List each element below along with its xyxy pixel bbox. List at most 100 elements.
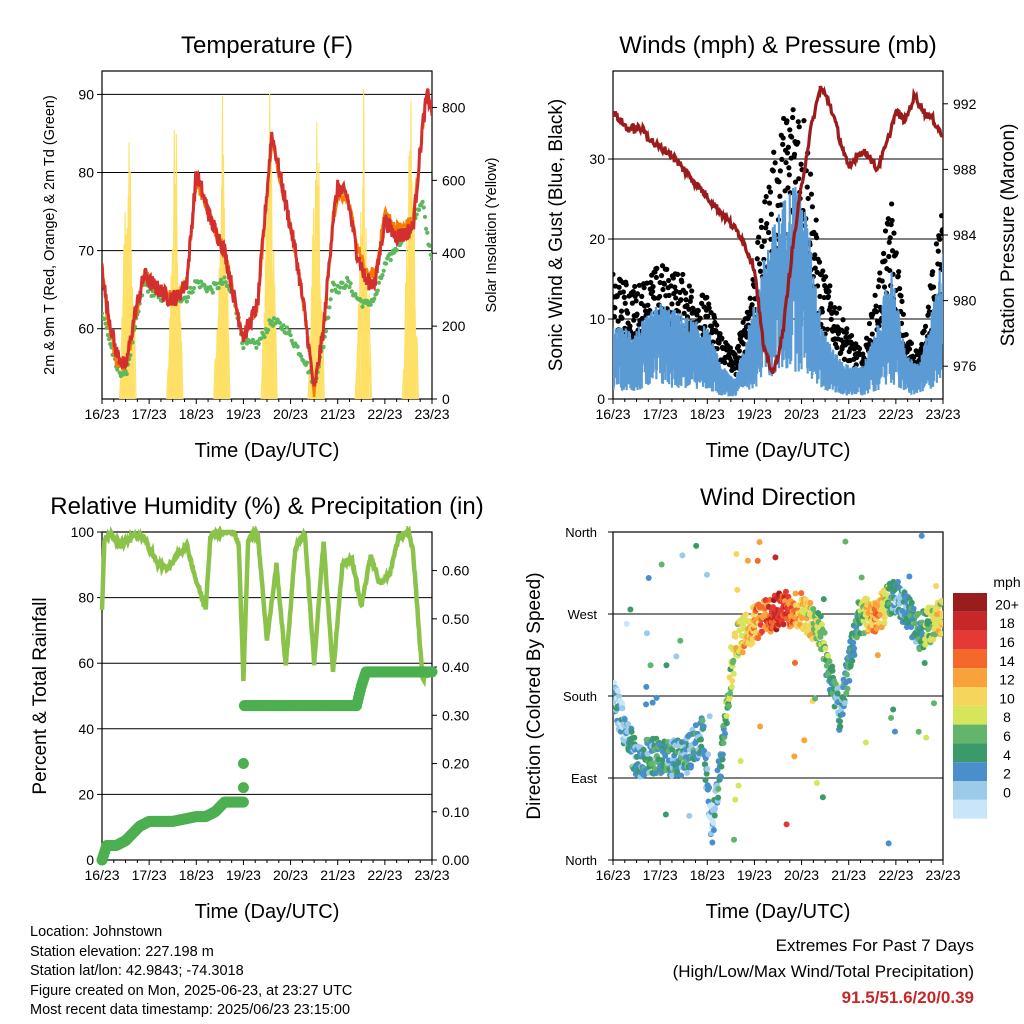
direction-point <box>684 769 691 776</box>
gust-point <box>843 329 849 336</box>
direction-point <box>734 586 741 593</box>
dewpoint-point <box>332 282 337 287</box>
rainfall-point <box>426 666 438 678</box>
x-tick-label-3: 21/23 <box>320 867 355 883</box>
dewpoint-point <box>277 320 283 325</box>
y-tick-label-3: 60 <box>78 655 94 671</box>
gust-point <box>930 284 937 290</box>
gust-point <box>680 271 686 278</box>
direction-point <box>844 685 851 692</box>
x-tick-label-1: 19/23 <box>226 406 261 422</box>
y2-tick-label-3: 0.00 <box>442 852 469 868</box>
gust-point <box>749 302 755 308</box>
gust-point <box>816 259 823 265</box>
x-tick-label-4: 16/23 <box>595 867 630 883</box>
y-tick-label-4: North <box>565 525 597 540</box>
extremes-values: 91.5/51.6/20/0.39 <box>841 988 974 1007</box>
direction-point <box>678 772 685 779</box>
direction-point <box>756 539 763 546</box>
legend-label: 10 <box>999 690 1015 706</box>
x-tick-label-2: 19/23 <box>737 406 772 422</box>
direction-point <box>908 599 915 606</box>
y-tick-label-1: 60 <box>78 321 94 337</box>
gust-point <box>881 284 888 290</box>
gust-point <box>694 312 700 318</box>
direction-point <box>643 683 650 690</box>
direction-point <box>791 753 798 760</box>
dewpoint-point <box>429 256 432 262</box>
dewpoint-point <box>259 336 264 341</box>
direction-point <box>613 680 617 687</box>
legend-label: 0 <box>1003 784 1011 800</box>
direction-point <box>733 551 740 558</box>
direction-point <box>876 619 883 626</box>
direction-point <box>737 758 744 765</box>
solar-insolation-line <box>271 251 276 399</box>
direction-point <box>646 756 653 763</box>
direction-point <box>644 750 651 757</box>
direction-point <box>772 554 779 561</box>
dewpoint-point <box>327 305 332 310</box>
direction-point <box>643 630 650 637</box>
gust-point <box>648 279 654 286</box>
direction-point <box>732 633 739 640</box>
gust-point <box>704 294 710 300</box>
y-tick-label-1: 70 <box>78 243 94 259</box>
direction-point <box>829 667 836 674</box>
gust-point <box>653 274 659 281</box>
direction-point <box>614 687 621 694</box>
direction-point <box>851 652 858 659</box>
gust-point <box>636 322 642 328</box>
gust-point <box>758 217 764 224</box>
gust-point <box>886 253 892 260</box>
direction-point <box>693 542 700 549</box>
y-axis-label-2: Sonic Wind & Gust (Blue, Black) <box>546 99 567 371</box>
gust-point <box>675 309 682 315</box>
legend-swatch <box>953 762 987 781</box>
gust-point <box>620 289 626 295</box>
gust-point <box>786 172 792 178</box>
dewpoint-point <box>222 275 227 280</box>
gust-point <box>618 308 625 314</box>
dewpoint-point <box>343 283 349 288</box>
direction-point <box>715 794 722 801</box>
y2-tick-label-1: 200 <box>442 318 466 334</box>
gust-point <box>767 189 774 195</box>
y-tick-label-1: 90 <box>78 86 94 102</box>
gust-point <box>840 317 846 323</box>
gust-point <box>820 268 826 274</box>
y2-tick-label-1: 600 <box>442 172 466 188</box>
gust-point <box>740 341 747 347</box>
direction-point <box>860 617 867 624</box>
y-tick-label-4: East <box>571 771 597 786</box>
gust-point <box>714 322 720 328</box>
dewpoint-point <box>360 304 365 309</box>
gust-point <box>736 348 742 354</box>
chart-title-1: Temperature (F) <box>181 32 353 59</box>
gust-point <box>630 288 636 295</box>
direction-point <box>807 599 814 606</box>
extremes-summary: Extremes For Past 7 Days (High/Low/Max W… <box>673 933 974 1011</box>
y-tick-label-4: North <box>565 853 597 868</box>
gust-point <box>812 265 818 271</box>
direction-point <box>829 663 836 670</box>
gust-point <box>939 227 943 233</box>
direction-point <box>710 820 717 827</box>
dewpoint-point <box>376 280 382 285</box>
gust-point <box>866 320 873 327</box>
info-elevation: Station elevation: 227.198 m <box>30 943 214 960</box>
dewpoint-point <box>372 296 377 301</box>
y-tick-label-4: South <box>563 689 597 704</box>
gust-point <box>660 286 666 293</box>
gust-point <box>785 144 791 150</box>
gust-point <box>639 315 645 322</box>
y-tick-label-3: 100 <box>71 524 95 540</box>
direction-point <box>686 812 693 819</box>
y-tick-label-3: 80 <box>78 590 94 606</box>
direction-point <box>705 751 712 758</box>
y-tick-label-2: 0 <box>597 391 605 407</box>
direction-point <box>755 635 762 642</box>
y2-tick-label-2: 976 <box>953 358 977 374</box>
dewpoint-point <box>102 316 107 322</box>
